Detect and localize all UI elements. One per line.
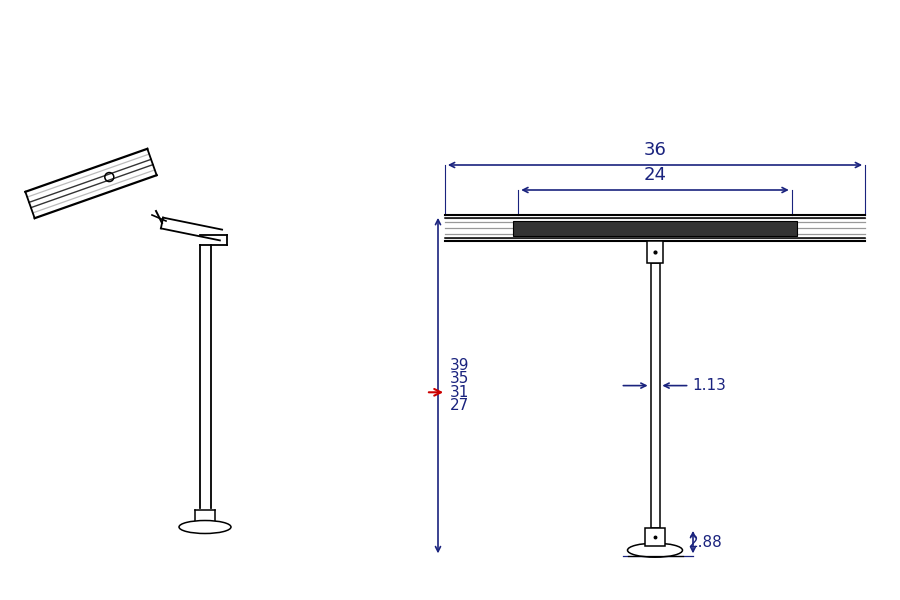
Bar bbox=[513, 220, 796, 235]
Bar bbox=[647, 241, 663, 263]
Text: 39: 39 bbox=[450, 358, 470, 373]
Text: 35: 35 bbox=[450, 371, 470, 386]
Ellipse shape bbox=[627, 543, 682, 557]
Text: 27: 27 bbox=[450, 398, 469, 413]
Ellipse shape bbox=[179, 520, 231, 533]
Bar bbox=[651, 263, 660, 528]
Text: 1.13: 1.13 bbox=[692, 378, 726, 393]
Text: 36: 36 bbox=[644, 141, 666, 159]
Text: 31: 31 bbox=[450, 385, 470, 400]
Bar bbox=[645, 528, 665, 546]
Text: 24: 24 bbox=[644, 166, 667, 184]
Text: 2.88: 2.88 bbox=[689, 535, 723, 550]
